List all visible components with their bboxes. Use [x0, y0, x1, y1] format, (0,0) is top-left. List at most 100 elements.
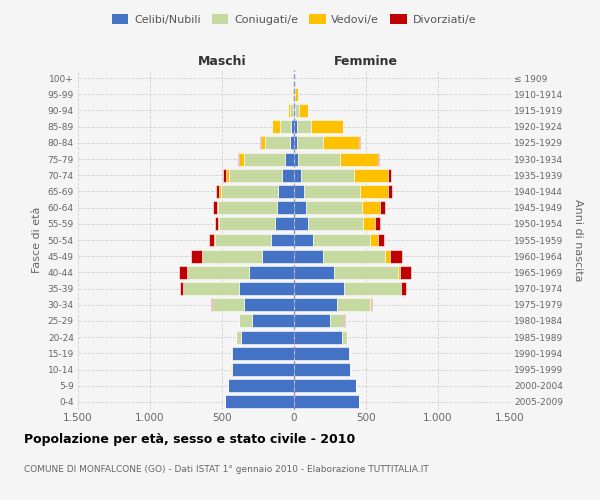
- Bar: [363, 218, 374, 230]
- Bar: [294, 298, 337, 311]
- Bar: [350, 363, 351, 376]
- Bar: [252, 314, 294, 328]
- Bar: [290, 104, 293, 117]
- Bar: [265, 136, 290, 149]
- Bar: [297, 136, 323, 149]
- Bar: [229, 169, 283, 181]
- Bar: [297, 120, 311, 133]
- Bar: [398, 266, 400, 279]
- Bar: [217, 201, 218, 214]
- Bar: [230, 363, 232, 376]
- Bar: [371, 298, 372, 311]
- Legend: Celibi/Nubili, Coniugati/e, Vedovi/e, Divorziati/e: Celibi/Nubili, Coniugati/e, Vedovi/e, Di…: [109, 10, 479, 28]
- Bar: [232, 363, 294, 376]
- Bar: [293, 104, 294, 117]
- Bar: [305, 201, 362, 214]
- Bar: [294, 201, 305, 214]
- Bar: [374, 218, 380, 230]
- Bar: [330, 314, 344, 328]
- Bar: [323, 250, 385, 262]
- Bar: [294, 282, 344, 295]
- Bar: [212, 201, 217, 214]
- Bar: [294, 266, 334, 279]
- Bar: [218, 201, 277, 214]
- Bar: [236, 330, 241, 344]
- Bar: [244, 298, 294, 311]
- Bar: [278, 185, 294, 198]
- Bar: [218, 218, 219, 230]
- Bar: [341, 330, 347, 344]
- Bar: [294, 347, 349, 360]
- Bar: [209, 234, 214, 246]
- Bar: [294, 363, 350, 376]
- Bar: [311, 120, 343, 133]
- Bar: [260, 136, 261, 149]
- Bar: [179, 266, 187, 279]
- Bar: [340, 152, 377, 166]
- Bar: [261, 136, 265, 149]
- Bar: [377, 152, 379, 166]
- Bar: [344, 314, 345, 328]
- Bar: [239, 314, 252, 328]
- Bar: [179, 282, 183, 295]
- Bar: [308, 218, 363, 230]
- Text: Popolazione per età, sesso e stato civile - 2010: Popolazione per età, sesso e stato civil…: [24, 432, 355, 446]
- Bar: [298, 152, 340, 166]
- Bar: [360, 185, 388, 198]
- Bar: [294, 136, 297, 149]
- Bar: [250, 266, 294, 279]
- Bar: [239, 152, 244, 166]
- Text: COMUNE DI MONFALCONE (GO) - Dati ISTAT 1° gennaio 2010 - Elaborazione TUTTITALIA: COMUNE DI MONFALCONE (GO) - Dati ISTAT 1…: [24, 466, 429, 474]
- Bar: [295, 88, 298, 101]
- Bar: [349, 347, 350, 360]
- Bar: [183, 282, 239, 295]
- Bar: [286, 152, 294, 166]
- Bar: [294, 104, 295, 117]
- Bar: [294, 234, 313, 246]
- Bar: [212, 298, 244, 311]
- Bar: [271, 234, 294, 246]
- Bar: [211, 298, 212, 311]
- Bar: [262, 250, 294, 262]
- Bar: [202, 250, 262, 262]
- Bar: [294, 314, 330, 328]
- Bar: [344, 282, 401, 295]
- Bar: [275, 218, 294, 230]
- Bar: [304, 185, 360, 198]
- Bar: [385, 250, 391, 262]
- Bar: [277, 201, 294, 214]
- Bar: [232, 347, 294, 360]
- Bar: [294, 250, 323, 262]
- Bar: [239, 282, 294, 295]
- Bar: [294, 379, 356, 392]
- Bar: [391, 250, 402, 262]
- Bar: [370, 234, 377, 246]
- Bar: [226, 169, 229, 181]
- Bar: [219, 218, 275, 230]
- Bar: [323, 136, 359, 149]
- Bar: [299, 104, 308, 117]
- Bar: [334, 266, 398, 279]
- Bar: [295, 104, 299, 117]
- Bar: [294, 218, 308, 230]
- Bar: [401, 282, 406, 295]
- Bar: [288, 104, 290, 117]
- Bar: [223, 169, 226, 181]
- Bar: [337, 298, 370, 311]
- Y-axis label: Fasce di età: Fasce di età: [32, 207, 42, 273]
- Bar: [400, 266, 412, 279]
- Bar: [187, 266, 250, 279]
- Text: Maschi: Maschi: [197, 54, 247, 68]
- Bar: [244, 152, 286, 166]
- Bar: [388, 169, 391, 181]
- Bar: [294, 396, 359, 408]
- Bar: [272, 120, 280, 133]
- Bar: [215, 185, 219, 198]
- Bar: [191, 250, 202, 262]
- Bar: [241, 330, 294, 344]
- Bar: [355, 169, 388, 181]
- Bar: [215, 234, 271, 246]
- Bar: [280, 120, 291, 133]
- Bar: [238, 152, 239, 166]
- Bar: [283, 169, 294, 181]
